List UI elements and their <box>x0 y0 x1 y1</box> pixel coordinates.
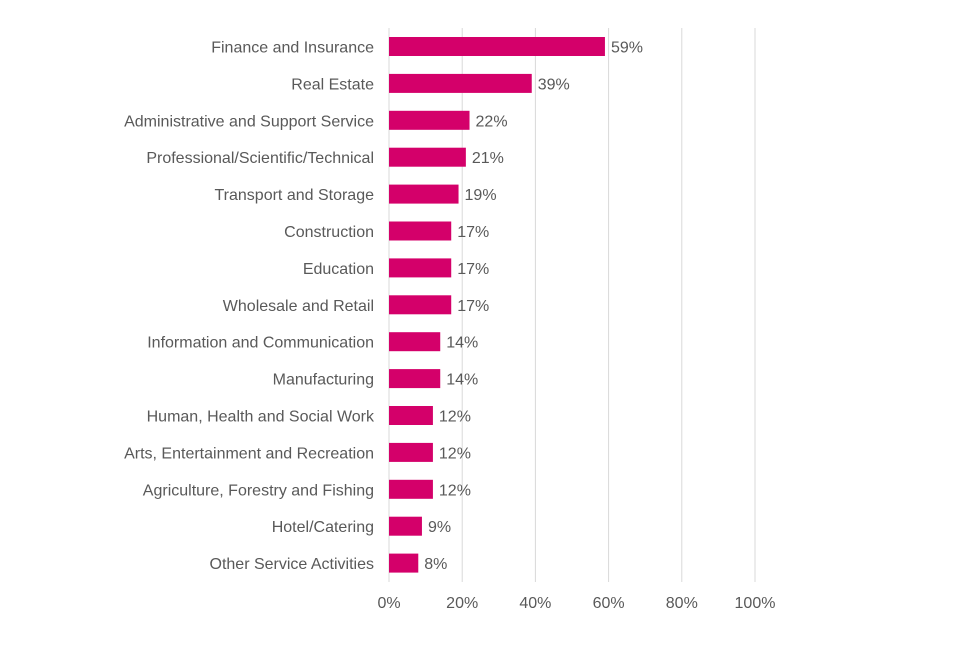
bar <box>389 184 459 204</box>
bar <box>389 369 441 389</box>
data-label: 14% <box>446 335 478 352</box>
bar <box>389 110 470 130</box>
category-label: Finance and Insurance <box>211 40 374 57</box>
x-axis-tick-labels: 0% 20% 40% 60% 80% 100% <box>377 595 775 612</box>
bar <box>389 147 466 167</box>
data-label: 14% <box>446 372 478 389</box>
bars <box>389 37 605 573</box>
bar <box>389 258 452 278</box>
data-label: 19% <box>465 187 497 204</box>
category-label: Administrative and Support Service <box>124 113 374 130</box>
x-tick-label: 20% <box>446 595 478 612</box>
bar <box>389 553 419 573</box>
data-label: 39% <box>538 76 570 93</box>
data-label: 59% <box>611 40 643 57</box>
data-label: 12% <box>439 482 471 499</box>
data-label: 8% <box>424 556 447 573</box>
bar <box>389 406 433 425</box>
x-tick-label: 80% <box>666 595 698 612</box>
category-label: Professional/Scientific/Technical <box>146 150 374 167</box>
data-label: 17% <box>457 224 489 241</box>
data-label: 12% <box>439 445 471 462</box>
bar <box>389 73 532 93</box>
category-label: Manufacturing <box>273 372 374 389</box>
x-tick-label: 60% <box>593 595 625 612</box>
bar <box>389 516 422 536</box>
x-tick-label: 0% <box>377 595 400 612</box>
bar <box>389 442 433 462</box>
category-labels: Finance and Insurance Real Estate Administ… <box>124 40 375 574</box>
category-label: Education <box>303 261 374 278</box>
category-label: Arts, Entertainment and Recreation <box>124 445 374 462</box>
data-label: 9% <box>428 519 451 536</box>
x-tick-label: 40% <box>519 595 551 612</box>
data-label: 17% <box>457 261 489 278</box>
category-label: Human, Health and Social Work <box>147 409 375 426</box>
bar <box>389 37 605 56</box>
data-labels: 59% 39% 22% 21% 19% 17% 17% 17% 14% 14% 12% 12% 12% 9… <box>424 40 643 574</box>
data-label: 22% <box>476 113 508 130</box>
data-label: 17% <box>457 298 489 315</box>
category-label: Agriculture, Forestry and Fishing <box>143 482 374 499</box>
bar <box>389 332 441 352</box>
category-label: Other Service Activities <box>210 556 375 573</box>
category-label: Construction <box>284 224 374 241</box>
data-label: 12% <box>439 409 471 426</box>
category-label: Hotel/Catering <box>272 519 374 536</box>
category-label: Information and Communication <box>147 335 374 352</box>
x-tick-label: 100% <box>735 595 776 612</box>
bar <box>389 295 452 315</box>
category-label: Transport and Storage <box>215 187 375 204</box>
bar <box>389 221 452 241</box>
category-label: Wholesale and Retail <box>223 298 374 315</box>
data-label: 21% <box>472 150 504 167</box>
bar <box>389 479 433 499</box>
category-label: Real Estate <box>291 76 374 93</box>
